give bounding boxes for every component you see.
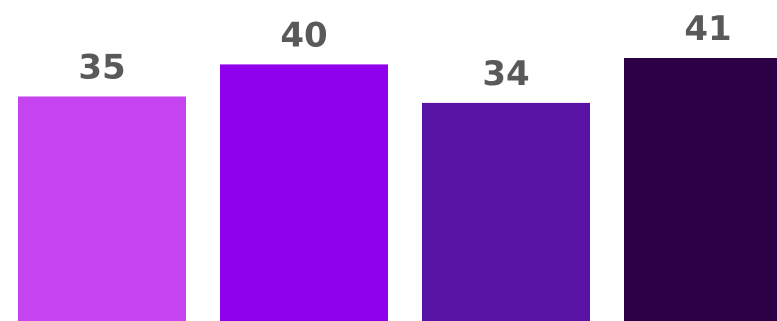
- value-label-3: 34: [482, 54, 529, 94]
- bars-group: [18, 58, 777, 321]
- bar-1: [18, 96, 186, 321]
- value-labels-group: 35 40 34 41: [78, 9, 731, 94]
- value-label-1: 35: [78, 47, 125, 87]
- value-label-2: 40: [280, 15, 327, 55]
- bar-3: [422, 102, 590, 321]
- bar-2: [220, 64, 388, 321]
- bar-4: [624, 58, 777, 321]
- value-label-4: 41: [684, 9, 731, 49]
